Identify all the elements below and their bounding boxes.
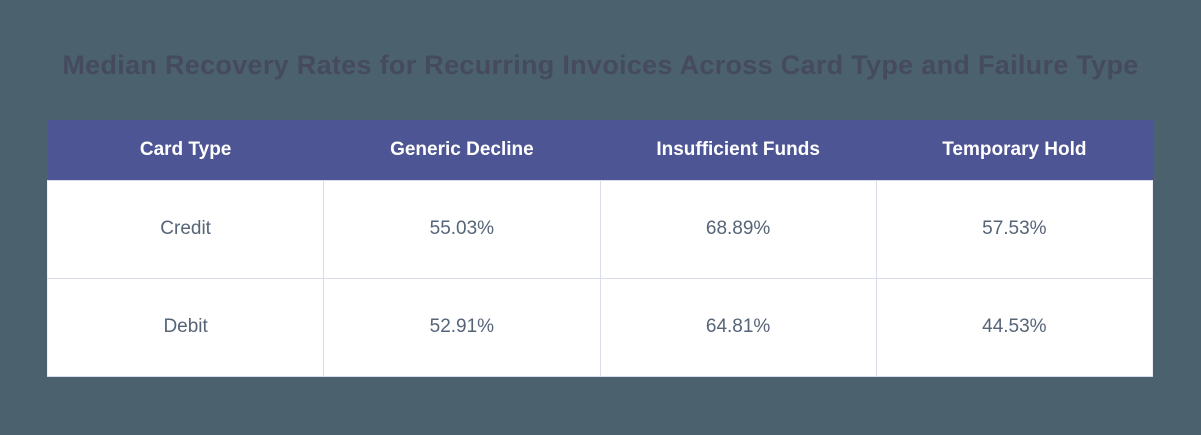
table-row-credit: Credit 55.03% 68.89% 57.53% [46, 180, 1154, 279]
chart-title: Median Recovery Rates for Recurring Invo… [62, 50, 1139, 80]
cell-credit-insufficient-funds: 68.89% [599, 180, 877, 279]
column-header-card-type: Card Type [47, 120, 324, 181]
cell-debit-generic-decline: 52.91% [323, 278, 600, 377]
cell-credit-generic-decline: 55.03% [323, 180, 600, 279]
column-header-temporary-hold: Temporary Hold [876, 120, 1153, 181]
table-row-debit: Debit 52.91% 64.81% 44.53% [46, 278, 1154, 377]
row-label-credit: Credit [46, 180, 324, 279]
cell-debit-insufficient-funds: 64.81% [599, 278, 877, 377]
cell-credit-temporary-hold: 57.53% [875, 180, 1154, 279]
column-header-generic-decline: Generic Decline [323, 120, 600, 181]
table-header-row: Card Type Generic Decline Insufficient F… [47, 120, 1153, 181]
row-label-debit: Debit [46, 278, 324, 377]
cell-debit-temporary-hold: 44.53% [875, 278, 1154, 377]
column-header-insufficient-funds: Insufficient Funds [600, 120, 877, 181]
recovery-rates-table: Card Type Generic Decline Insufficient F… [46, 120, 1154, 377]
